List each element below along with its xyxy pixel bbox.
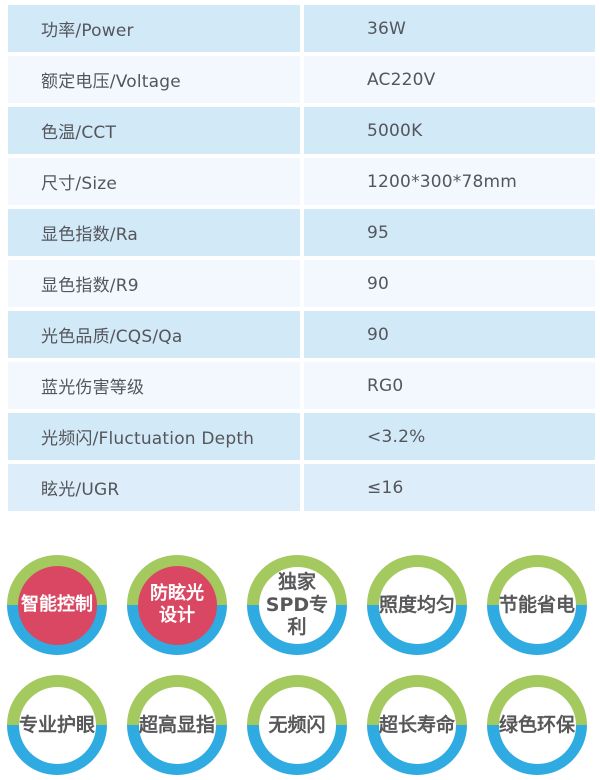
spec-value: <3.2% (367, 426, 426, 447)
spec-label: 光频闪/Fluctuation Depth (41, 429, 255, 449)
spec-value-cell: 36W (304, 5, 595, 52)
spec-row-r9: 显色指数/R9 90 (8, 260, 595, 307)
badge-inner-circle: 独家 SPD专利 (258, 566, 336, 644)
spec-label: 显色指数/Ra (41, 225, 138, 245)
spec-value-cell: AC220V (304, 56, 595, 103)
spec-value-cell: 90 (304, 260, 595, 307)
spec-row-cct: 色温/CCT 5000K (8, 107, 595, 154)
spec-label-cell: 蓝光伤害等级 (8, 362, 300, 409)
badge-inner-circle: 照度均匀 (378, 566, 456, 644)
badge-inner-circle: 超长寿命 (378, 686, 456, 764)
badge-row-1: 智能控制 防眩光 设计 独家 SPD专利 照度均匀 节能省电 (0, 555, 600, 655)
badge-long-lifespan: 超长寿命 (367, 675, 467, 775)
spec-label: 功率/Power (41, 21, 134, 41)
badge-smart-control: 智能控制 (7, 555, 107, 655)
spec-value: 1200*300*78mm (367, 171, 518, 192)
spec-value: RG0 (367, 375, 404, 396)
badge-energy-saving: 节能省电 (487, 555, 587, 655)
spec-label-cell: 尺寸/Size (8, 158, 300, 205)
badge-label: 防眩光 设计 (150, 583, 204, 626)
spec-row-ra: 显色指数/Ra 95 (8, 209, 595, 256)
badge-eye-protection: 专业护眼 (7, 675, 107, 775)
badge-inner-circle: 专业护眼 (18, 686, 96, 764)
feature-badges: 智能控制 防眩光 设计 独家 SPD专利 照度均匀 节能省电 (0, 555, 600, 775)
spec-label-cell: 显色指数/R9 (8, 260, 300, 307)
spec-label: 光色品质/CQS/Qa (41, 327, 183, 347)
badge-inner-circle: 防眩光 设计 (137, 565, 217, 645)
spec-row-flicker: 光频闪/Fluctuation Depth <3.2% (8, 413, 595, 460)
spec-label-cell: 额定电压/Voltage (8, 56, 300, 103)
spec-row-size: 尺寸/Size 1200*300*78mm (8, 158, 595, 205)
spec-label-cell: 色温/CCT (8, 107, 300, 154)
badge-inner-circle: 绿色环保 (498, 686, 576, 764)
badge-no-flicker: 无频闪 (247, 675, 347, 775)
badge-anti-glare-design: 防眩光 设计 (127, 555, 227, 655)
spec-value: ≤16 (367, 477, 404, 498)
spec-row-voltage: 额定电压/Voltage AC220V (8, 56, 595, 103)
spec-value-cell: 1200*300*78mm (304, 158, 595, 205)
spec-label-cell: 光频闪/Fluctuation Depth (8, 413, 300, 460)
badge-label: 节能省电 (498, 593, 575, 616)
badge-row-2: 专业护眼 超高显指 无频闪 超长寿命 绿色环保 (0, 675, 600, 775)
spec-value-cell: 95 (304, 209, 595, 256)
spec-label-cell: 功率/Power (8, 5, 300, 52)
badge-label: 绿色环保 (498, 713, 575, 736)
spec-label-cell: 眩光/UGR (8, 464, 300, 511)
spec-value-cell: ≤16 (304, 464, 595, 511)
spec-row-ugr: 眩光/UGR ≤16 (8, 464, 595, 511)
spec-label-cell: 光色品质/CQS/Qa (8, 311, 300, 358)
badge-inner-circle: 无频闪 (258, 686, 336, 764)
spec-label: 色温/CCT (41, 123, 117, 143)
badge-inner-circle: 超高显指 (138, 686, 216, 764)
badge-high-cri: 超高显指 (127, 675, 227, 775)
spec-label: 眩光/UGR (41, 480, 120, 500)
spec-value-cell: 5000K (304, 107, 595, 154)
badge-uniform-illuminance: 照度均匀 (367, 555, 467, 655)
spec-value-cell: RG0 (304, 362, 595, 409)
spec-value: 5000K (367, 120, 423, 141)
spec-label: 额定电压/Voltage (41, 72, 181, 92)
spec-value: 90 (367, 324, 390, 345)
spec-label-cell: 显色指数/Ra (8, 209, 300, 256)
spec-value-cell: <3.2% (304, 413, 595, 460)
badge-inner-circle: 智能控制 (17, 565, 97, 645)
badge-eco-friendly: 绿色环保 (487, 675, 587, 775)
spec-value: AC220V (367, 69, 436, 90)
badge-label: 照度均匀 (378, 593, 455, 616)
spec-label: 显色指数/R9 (41, 276, 139, 296)
badge-label: 无频闪 (268, 713, 326, 736)
spec-value: 36W (367, 18, 407, 39)
badge-label: 独家 SPD专利 (265, 570, 329, 639)
spec-label: 尺寸/Size (41, 174, 118, 194)
spec-table: 功率/Power 36W 额定电压/Voltage AC220V 色温/CCT … (8, 5, 595, 511)
spec-row-blue-light-hazard: 蓝光伤害等级 RG0 (8, 362, 595, 409)
badge-spd-patent: 独家 SPD专利 (247, 555, 347, 655)
spec-row-cqs: 光色品质/CQS/Qa 90 (8, 311, 595, 358)
badge-label: 专业护眼 (18, 713, 95, 736)
badge-label: 智能控制 (21, 594, 93, 616)
spec-label: 蓝光伤害等级 (41, 378, 145, 398)
badge-inner-circle: 节能省电 (498, 566, 576, 644)
spec-row-power: 功率/Power 36W (8, 5, 595, 52)
spec-value: 90 (367, 273, 390, 294)
spec-value: 95 (367, 222, 390, 243)
badge-label: 超长寿命 (378, 713, 455, 736)
badge-label: 超高显指 (138, 713, 215, 736)
spec-value-cell: 90 (304, 311, 595, 358)
